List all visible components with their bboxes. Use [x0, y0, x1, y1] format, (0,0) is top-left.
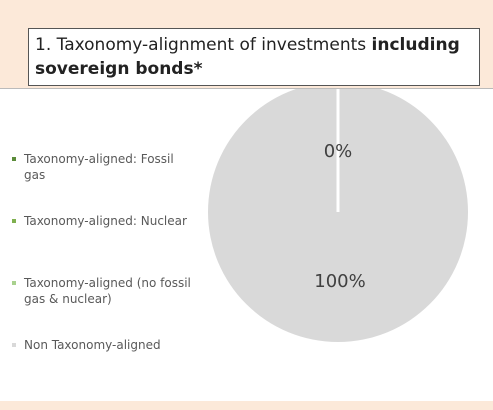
legend-label: Non Taxonomy-aligned [24, 338, 161, 352]
legend-item: Non Taxonomy-aligned [10, 337, 194, 399]
legend-label: Taxonomy-aligned (no fossil gas & nuclea… [24, 276, 191, 306]
chart-panel: 0% 100% Taxonomy-aligned: Fossil gas Taxon… [0, 88, 493, 401]
legend-label: Taxonomy-aligned: Nuclear [24, 214, 187, 228]
legend-item: Taxonomy-aligned (no fossil gas & nuclea… [10, 275, 194, 337]
chart-title: 1. Taxonomy-alignment of investments inc… [28, 28, 480, 86]
legend-swatch [12, 157, 16, 161]
data-label: 100% [314, 271, 365, 292]
title-bold: including sovereign bonds* [35, 35, 460, 79]
legend: Taxonomy-aligned: Fossil gas Taxonomy-ali… [10, 151, 200, 399]
legend-item: Taxonomy-aligned: Nuclear [10, 213, 194, 275]
legend-swatch [12, 281, 16, 285]
title-text: 1. Taxonomy-alignment of investments [35, 35, 367, 55]
legend-swatch [12, 219, 16, 223]
data-label: 0% [324, 141, 353, 162]
legend-item: Taxonomy-aligned: Fossil gas [10, 151, 194, 213]
pie-slice [208, 89, 468, 342]
chart: 0% 100% [208, 89, 468, 342]
legend-label: Taxonomy-aligned: Fossil gas [24, 152, 174, 182]
legend-swatch [12, 343, 16, 347]
